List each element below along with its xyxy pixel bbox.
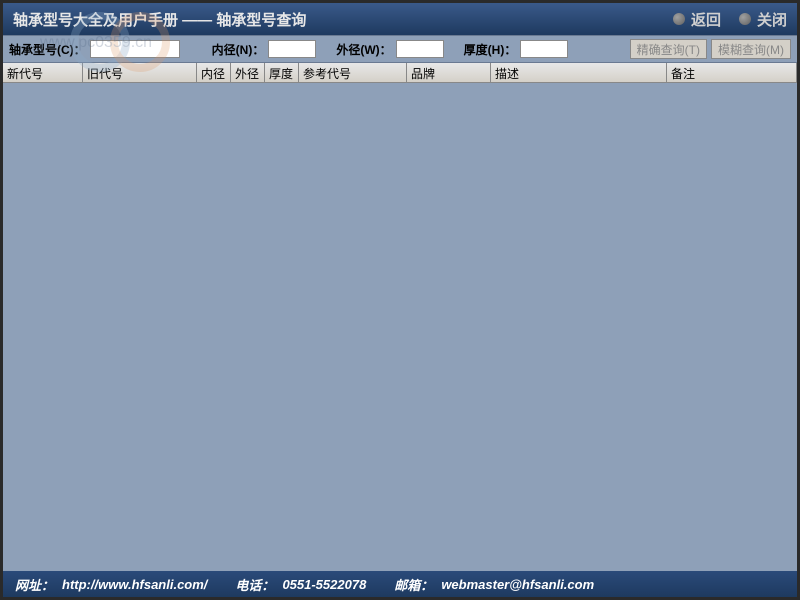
table-header: 新代号 旧代号 内径 外径 厚度 参考代号 品牌 描述 备注 <box>3 63 797 83</box>
col-remark[interactable]: 备注 <box>667 63 797 82</box>
outer-label: 外径(W)： <box>336 41 391 58</box>
footer-url-label: 网址： <box>15 575 54 594</box>
thick-label: 厚度(H)： <box>464 41 517 58</box>
col-outer[interactable]: 外径 <box>231 63 265 82</box>
back-icon <box>673 13 685 25</box>
footer-tel-label: 电话： <box>235 575 274 594</box>
code-input[interactable] <box>90 40 180 58</box>
col-inner[interactable]: 内径 <box>197 63 231 82</box>
inner-input[interactable] <box>268 40 316 58</box>
close-button[interactable]: 关闭 <box>739 9 787 30</box>
footer-tel-value: 0551-5522078 <box>282 577 366 592</box>
search-bar: 轴承型号(C)： 内径(N)： 外径(W)： 厚度(H)： 精确查询(T) 模糊… <box>3 35 797 63</box>
col-brand[interactable]: 品牌 <box>407 63 491 82</box>
outer-input[interactable] <box>396 40 444 58</box>
col-desc[interactable]: 描述 <box>491 63 667 82</box>
close-label: 关闭 <box>757 9 787 30</box>
footer-bar: 网址： http://www.hfsanli.com/ 电话： 0551-552… <box>3 571 797 597</box>
back-label: 返回 <box>691 9 721 30</box>
fuzzy-query-button[interactable]: 模糊查询(M) <box>711 39 791 59</box>
back-button[interactable]: 返回 <box>673 9 721 30</box>
col-ref[interactable]: 参考代号 <box>299 63 407 82</box>
title-bar: 轴承型号大全及用户手册 —— 轴承型号查询 返回 关闭 <box>3 3 797 35</box>
table-body <box>3 83 797 571</box>
app-window: 轴承型号大全及用户手册 —— 轴承型号查询 返回 关闭 轴承型号(C)： 内径(… <box>0 0 800 600</box>
col-code-old[interactable]: 旧代号 <box>83 63 197 82</box>
footer-mail-value: webmaster@hfsanli.com <box>441 577 594 592</box>
col-thick[interactable]: 厚度 <box>265 63 299 82</box>
inner-label: 内径(N)： <box>212 41 265 58</box>
footer-mail-label: 邮箱： <box>394 575 433 594</box>
close-icon <box>739 13 751 25</box>
col-code-new[interactable]: 新代号 <box>3 63 83 82</box>
window-title: 轴承型号大全及用户手册 —— 轴承型号查询 <box>13 9 673 30</box>
code-label: 轴承型号(C)： <box>9 41 86 58</box>
title-actions: 返回 关闭 <box>673 9 787 30</box>
thick-input[interactable] <box>520 40 568 58</box>
exact-query-button[interactable]: 精确查询(T) <box>630 39 707 59</box>
footer-url-value: http://www.hfsanli.com/ <box>62 577 207 592</box>
